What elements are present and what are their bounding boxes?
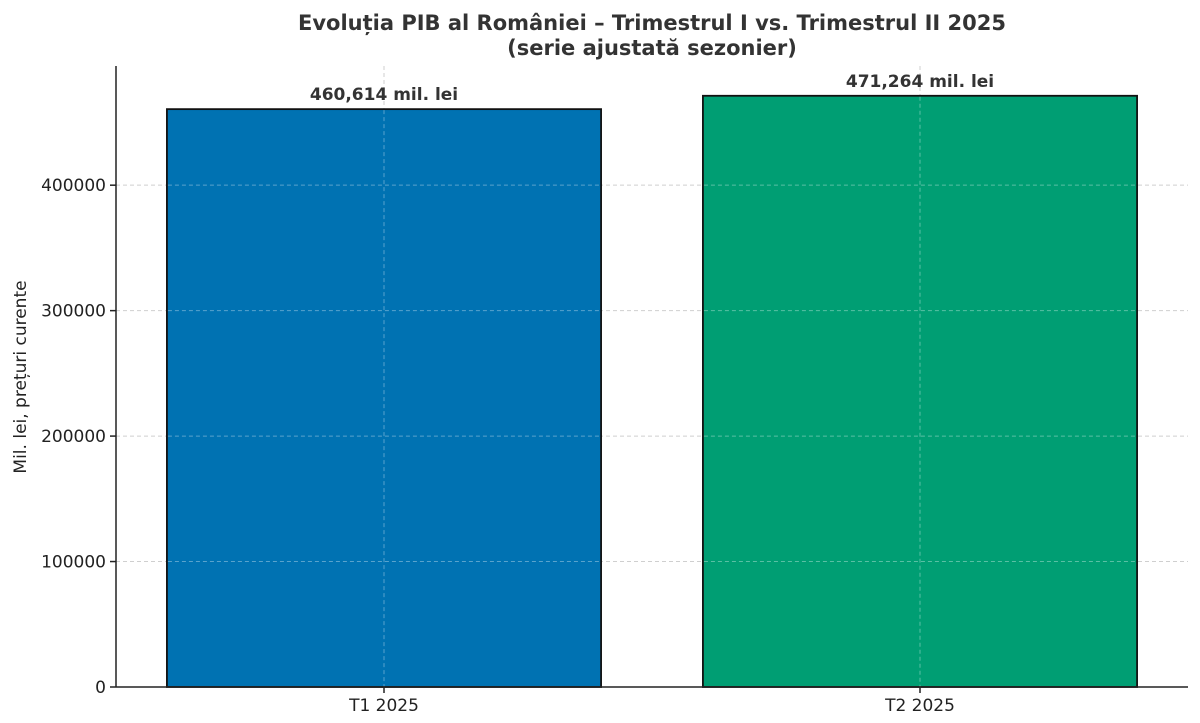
bar-t2-2025 <box>702 94 1138 688</box>
bar-layer <box>166 94 1138 688</box>
chart-title: Evoluția PIB al României – Trimestrul I … <box>298 11 1006 36</box>
x-tick-label: T2 2025 <box>884 696 955 716</box>
y-tick-label: 400000 <box>41 176 106 196</box>
chart-subtitle: (serie ajustată sezonier) <box>507 36 797 60</box>
y-tick-label: 300000 <box>41 302 106 322</box>
axis-layer: 0 100000 200000 300000 400000 T1 2025 T2 2025 <box>41 66 1188 716</box>
bar-t1-2025 <box>166 108 602 688</box>
y-tick-label: 0 <box>95 678 106 698</box>
data-label-layer: 460,614 mil. lei 471,264 mil. lei <box>167 72 1137 687</box>
y-tick-label: 100000 <box>41 553 106 573</box>
bar-data-label: 460,614 mil. lei <box>310 85 458 105</box>
y-axis-label: Mil. lei, prețuri curente <box>11 280 31 473</box>
y-tick-label: 200000 <box>41 427 106 447</box>
bar-data-label: 471,264 mil. lei <box>846 72 994 92</box>
x-tick-label: T1 2025 <box>348 696 419 716</box>
